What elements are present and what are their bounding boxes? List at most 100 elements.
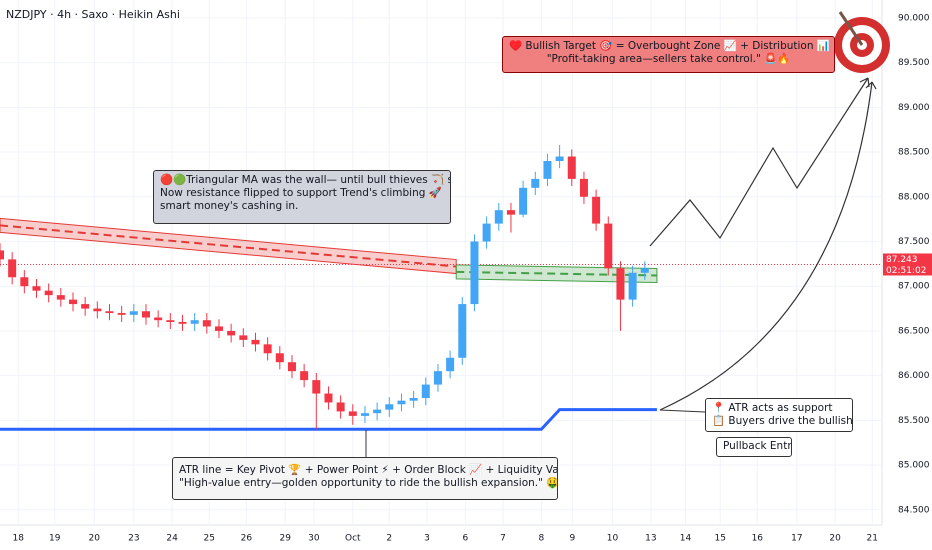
annotation-line: 🔴🟢Triangular MA was the wall— until bull… <box>160 174 450 186</box>
symbol-title: NZDJPY · 4h · Saxo · Heikin Ashi <box>6 8 180 21</box>
x-tick-label: 13 <box>645 534 656 544</box>
x-tick-label: 7 <box>500 534 506 544</box>
candle-body <box>227 330 236 336</box>
y-tick-label: 89.500 <box>898 58 930 68</box>
candle-body <box>555 156 564 161</box>
y-tick-label: 89.000 <box>898 103 930 113</box>
annotation-line: ♥️ Bullish Target 🎯 = Overbought Zone 📈 … <box>509 40 830 52</box>
callout-pointer <box>659 409 706 413</box>
x-tick-label: 16 <box>752 534 764 544</box>
annotation-line: ATR line = Key Pivot 🏆 + Power Point ⚡ +… <box>179 464 558 476</box>
x-tick-label: 20 <box>829 534 841 544</box>
candle-body <box>409 397 418 401</box>
x-tick-label: 14 <box>680 534 692 544</box>
ma-line <box>0 224 457 268</box>
candle-body <box>239 335 248 340</box>
y-tick-label: 86.000 <box>898 371 930 381</box>
candle-body <box>506 210 515 215</box>
projection-curve <box>659 81 873 411</box>
candle-body <box>190 320 199 324</box>
candle-body <box>263 344 272 354</box>
candle-body <box>348 411 357 416</box>
candle-body <box>543 160 552 179</box>
candle-body <box>482 223 491 242</box>
x-tick-label: 6 <box>462 534 468 544</box>
candle-body <box>8 259 17 278</box>
candle-body <box>433 371 442 385</box>
x-tick-label: 30 <box>308 534 320 544</box>
y-tick-label: 87.500 <box>898 237 930 247</box>
candle-body <box>251 339 260 345</box>
projection-path <box>649 77 869 247</box>
atr-line <box>0 408 657 431</box>
x-tick-label: 29 <box>280 534 292 544</box>
candle-body <box>68 299 77 305</box>
candle-body <box>166 320 175 322</box>
candle-body <box>287 362 296 372</box>
candle-body <box>44 290 53 296</box>
annotation-line: 📍 ATR acts as support <box>712 402 833 414</box>
candle-body <box>385 404 394 410</box>
x-tick-label: 24 <box>166 534 178 544</box>
candle-body <box>178 321 187 324</box>
y-tick-label: 90.000 <box>898 13 930 23</box>
countdown-label: 02:51:02 <box>886 266 926 276</box>
annotation-line: Now resistance flipped to support Trend'… <box>160 187 442 199</box>
candle-body <box>628 272 637 300</box>
x-tick-label: 2 <box>386 534 392 544</box>
candle-body <box>446 357 455 372</box>
candle-body <box>202 320 211 327</box>
candle-body <box>579 178 588 197</box>
y-tick-label: 88.500 <box>898 148 930 158</box>
candle-body <box>93 308 102 312</box>
candle-body <box>373 409 382 414</box>
candle-body <box>519 187 528 215</box>
candle-body <box>105 311 114 314</box>
candle-body <box>397 400 406 405</box>
candle-body <box>324 393 333 403</box>
candle-body <box>470 241 479 305</box>
target-icon <box>834 11 890 73</box>
candle-body <box>421 384 430 398</box>
support-annotation: 📍 ATR acts as support 📋 Buyers drive the… <box>705 398 853 432</box>
atr-annotation: ATR line = Key Pivot 🏆 + Power Point ⚡ +… <box>172 457 558 500</box>
candle-body <box>117 313 126 315</box>
x-tick-label: 20 <box>89 534 101 544</box>
arrow-head <box>865 81 877 90</box>
x-tick-label: 8 <box>538 534 544 544</box>
y-tick-label: 84.500 <box>898 505 930 515</box>
candle-body <box>567 156 576 179</box>
candle-body <box>458 304 467 358</box>
candle-body <box>56 295 65 300</box>
candle-body <box>616 268 625 300</box>
x-tick-label: Oct <box>345 534 361 544</box>
x-tick-label: 15 <box>714 534 725 544</box>
x-tick-label: 23 <box>128 534 139 544</box>
y-tick-label: 86.500 <box>898 326 930 336</box>
candle-body <box>531 178 540 188</box>
annotation-line: Pullback Entry🚀 <box>723 440 792 452</box>
candle-body <box>604 223 613 269</box>
x-tick-label: 25 <box>204 534 215 544</box>
x-tick-label: 10 <box>607 534 619 544</box>
ma-band <box>455 264 658 283</box>
candle-body <box>300 371 309 381</box>
candle-body <box>154 317 163 321</box>
x-tick-label: 19 <box>49 534 61 544</box>
annotation-line: smart money's cashing in. <box>160 200 299 212</box>
candle-body <box>336 402 345 412</box>
target-annotation: ♥️ Bullish Target 🎯 = Overbought Zone 📈 … <box>502 36 835 73</box>
y-tick-label: 88.000 <box>898 192 930 202</box>
last-price-label: 87.243 <box>886 255 918 265</box>
candle-body <box>640 268 649 273</box>
annotation-line: 📋 Buyers drive the bullish trend. <box>712 415 853 427</box>
x-tick-label: 18 <box>13 534 25 544</box>
candle-body <box>81 304 90 309</box>
y-tick-label: 85.000 <box>898 461 930 471</box>
candle-body <box>141 311 150 318</box>
annotation-line: "High-value entry—golden opportunity to … <box>179 477 558 489</box>
ma-annotation: 🔴🟢Triangular MA was the wall— until bull… <box>153 170 451 224</box>
candle-body <box>312 380 321 394</box>
x-tick-label: 21 <box>867 534 878 544</box>
